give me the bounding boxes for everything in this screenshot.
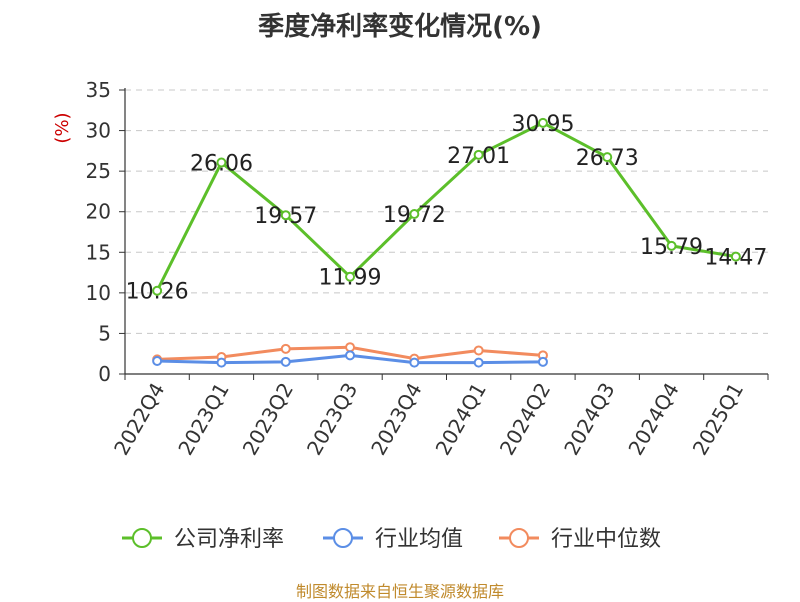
data-label: 19.72: [383, 203, 446, 228]
legend-label: 公司净利率: [174, 527, 284, 552]
data-point: [216, 157, 227, 168]
y-axis-label: (%): [52, 112, 73, 143]
data-point: [152, 356, 163, 367]
legend-label: 行业中位数: [551, 527, 661, 552]
x-tick-label: 2024Q4: [623, 379, 683, 460]
legend-marker: [509, 528, 529, 548]
data-point: [345, 350, 356, 361]
y-ticks: 0 5 10 15 20 25 30 35: [86, 78, 111, 386]
data-point: [280, 210, 291, 221]
series-line-0: [155, 121, 737, 292]
x-tick-label: 2024Q3: [559, 379, 619, 460]
data-label: 10.26: [126, 280, 189, 305]
data-label: 26.73: [576, 146, 639, 171]
data-point: [666, 240, 677, 251]
y-tick-label: 10: [86, 281, 111, 305]
data-label: 26.06: [190, 152, 253, 177]
legend-marker: [333, 528, 353, 548]
x-tick-label: 2024Q2: [495, 379, 555, 460]
data-point: [473, 357, 484, 368]
data-point: [152, 285, 163, 296]
data-point: [409, 357, 420, 368]
x-ticks: 2022Q4 2023Q1 2023Q2 2023Q3 2023Q4 2024Q1 2024…: [109, 379, 748, 460]
source-note: 制图数据来自恒生聚源数据库: [295, 582, 504, 601]
legend: 公司净利率 行业均值 行业中位数: [122, 527, 661, 552]
x-tick-label: 2022Q4: [109, 379, 169, 460]
data-point: [280, 343, 291, 354]
data-point: [537, 117, 548, 128]
y-tick-label: 25: [86, 159, 111, 183]
series: 10.26 26.06 19.57 11.99 19.72 27.0130.9526.73…: [126, 112, 767, 368]
y-tick-label: 15: [86, 240, 111, 264]
y-tick-label: 30: [86, 119, 111, 143]
y-tick-label: 20: [86, 200, 111, 224]
x-tick-label: 2023Q3: [302, 379, 362, 460]
y-tick-label: 5: [98, 321, 111, 345]
data-point: [602, 152, 613, 163]
data-label: 19.57: [254, 204, 317, 229]
data-point: [473, 345, 484, 356]
data-label: 15.79: [640, 235, 703, 260]
legend-marker: [132, 528, 152, 548]
data-point: [280, 356, 291, 367]
data-label: 27.01: [447, 144, 510, 169]
y-tick-label: 0: [98, 362, 111, 386]
x-tick-label: 2025Q1: [688, 379, 748, 460]
y-tick-label: 35: [86, 78, 111, 102]
grid-lines: [125, 89, 768, 334]
data-point: [216, 357, 227, 368]
x-tick-label: 2023Q4: [366, 379, 426, 460]
chart-title: 季度净利率变化情况(%): [258, 12, 542, 42]
data-label: 14.47: [704, 246, 767, 271]
legend-label: 行业均值: [375, 527, 463, 552]
x-tick-label: 2023Q2: [238, 379, 298, 460]
x-tick-label: 2023Q1: [173, 379, 233, 460]
data-point: [537, 356, 548, 367]
data-point: [473, 149, 484, 160]
axes: [119, 88, 769, 380]
data-point: [345, 271, 356, 282]
x-tick-label: 2024Q1: [431, 379, 491, 460]
data-point: [409, 208, 420, 219]
data-point: [345, 342, 356, 353]
data-label: 11.99: [319, 266, 382, 291]
data-point: [730, 251, 741, 262]
data-label: 30.95: [511, 112, 574, 137]
